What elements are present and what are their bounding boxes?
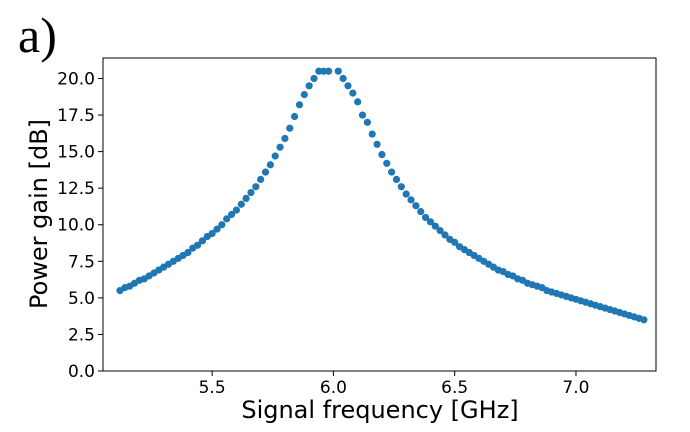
data-point [421, 213, 430, 222]
data-point [402, 190, 410, 198]
data-point [392, 175, 401, 183]
data-point [223, 215, 231, 223]
data-point [286, 124, 294, 132]
data-point [257, 175, 265, 183]
x-axis-label: Signal frequency [GHz] [241, 396, 518, 424]
data-point [339, 74, 347, 83]
data-point [441, 231, 449, 239]
data-point [354, 98, 362, 106]
data-point [436, 226, 444, 235]
data-point [242, 194, 250, 203]
data-point [291, 112, 299, 121]
y-tick-label: 17.5 [57, 106, 95, 126]
y-tick-label: 7.5 [68, 252, 95, 272]
data-point [388, 168, 396, 176]
data-point [363, 118, 371, 126]
y-tick-label: 10.0 [57, 216, 95, 236]
y-tick-label: 20.0 [57, 69, 95, 89]
data-point [232, 206, 240, 214]
data-point [184, 248, 192, 257]
x-axis-ticks: 5.5 6.0 6.5 7.0 [199, 371, 589, 398]
data-point [640, 316, 648, 324]
data-points [116, 67, 648, 324]
data-point [305, 82, 313, 90]
data-point [198, 237, 207, 245]
data-point [261, 168, 270, 176]
data-point [451, 238, 459, 246]
data-point [358, 111, 367, 119]
data-point [324, 67, 333, 75]
data-point [271, 152, 279, 160]
y-tick-label: 5.0 [68, 289, 95, 309]
data-point [237, 200, 245, 208]
x-tick-label: 5.5 [199, 378, 226, 398]
data-point [300, 90, 308, 99]
data-point [247, 188, 255, 197]
data-point [397, 183, 405, 191]
data-point [383, 159, 391, 167]
x-tick-label: 6.0 [320, 378, 347, 398]
data-point [344, 82, 352, 90]
data-point [310, 74, 318, 83]
x-tick-label: 7.0 [562, 378, 589, 398]
panel-label: a) [18, 7, 57, 63]
data-point [208, 229, 216, 238]
data-point [368, 130, 376, 138]
data-point [218, 221, 226, 229]
data-point [431, 222, 439, 230]
data-point [373, 140, 381, 148]
y-tick-label: 12.5 [57, 179, 95, 199]
data-point [276, 143, 284, 151]
data-point [227, 210, 236, 219]
data-point [252, 183, 260, 191]
data-point [426, 218, 435, 226]
data-point [417, 207, 425, 216]
y-tick-label: 0.0 [68, 362, 95, 382]
data-point [281, 134, 289, 143]
data-point [378, 150, 386, 159]
data-point [213, 225, 221, 233]
data-point [334, 67, 342, 75]
data-point [266, 161, 274, 169]
y-axis-label: Power gain [dB] [25, 119, 53, 309]
y-tick-label: 15.0 [57, 143, 95, 163]
data-point [407, 196, 415, 204]
y-tick-label: 2.5 [68, 325, 95, 345]
data-point [412, 202, 420, 210]
y-axis-ticks: 0.0 2.5 5.0 7.5 10.0 12.5 15.0 17.5 20.0 [57, 69, 103, 382]
plot-frame [102, 57, 657, 372]
data-point [193, 241, 202, 249]
data-point [295, 101, 304, 109]
data-point [349, 89, 357, 97]
x-tick-label: 6.5 [441, 378, 468, 398]
